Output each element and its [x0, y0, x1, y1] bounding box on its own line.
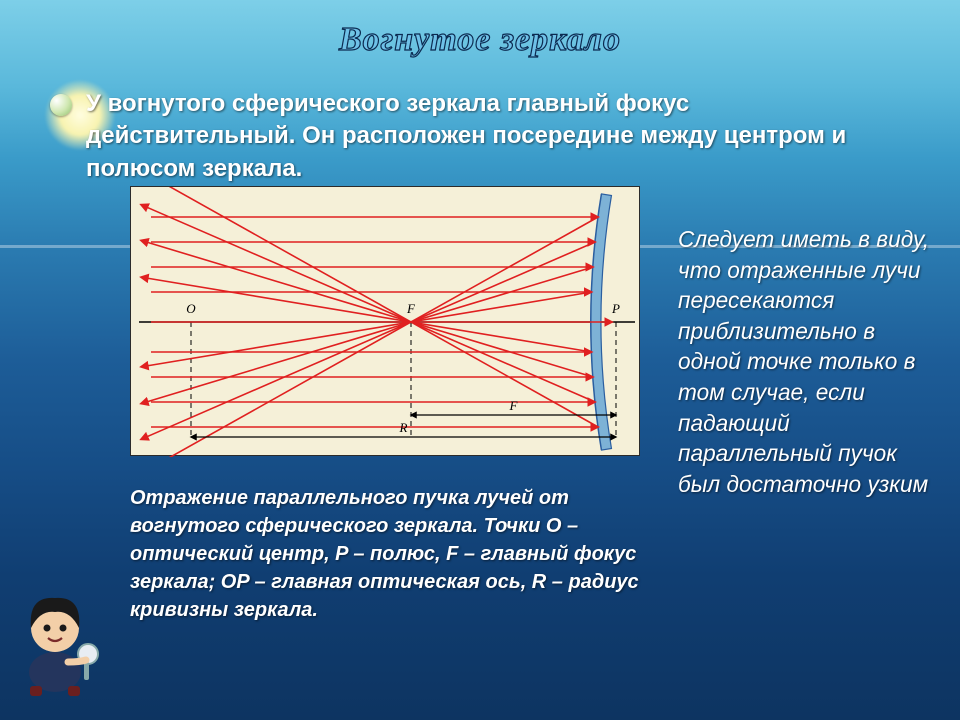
intro-text: У вогнутого сферического зеркала главный… — [86, 88, 866, 185]
svg-text:R: R — [399, 420, 408, 435]
svg-text:P: P — [611, 301, 620, 316]
mascot-icon — [10, 576, 100, 696]
bullet-icon — [50, 94, 72, 116]
svg-text:F: F — [406, 301, 416, 316]
svg-text:O: O — [186, 301, 196, 316]
diagram-svg: O F P F R — [131, 187, 641, 457]
side-note: Следует иметь в виду, что отраженные луч… — [678, 224, 938, 499]
title-text: Вогнутое зеркало — [338, 21, 621, 58]
page-title: Вогнутое зеркало — [0, 14, 960, 69]
diagram: O F P F R — [130, 186, 640, 456]
svg-text:F: F — [509, 398, 519, 413]
title-svg: Вогнутое зеркало — [0, 14, 960, 64]
diagram-caption: Отражение параллельного пучка лучей от в… — [130, 484, 640, 624]
